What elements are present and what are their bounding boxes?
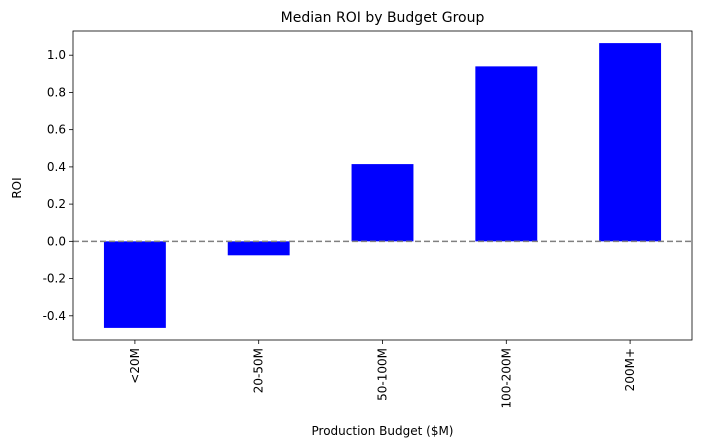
- x-tick-label: 100-200M: [499, 348, 513, 409]
- y-tick-label: 0.2: [47, 197, 66, 211]
- x-tick-label: 20-50M: [252, 348, 266, 393]
- y-tick-label: -0.4: [43, 309, 66, 323]
- x-axis-label: Production Budget ($M): [312, 424, 454, 438]
- x-tick-label: 50-100M: [376, 348, 390, 401]
- bar: [475, 66, 538, 242]
- bar: [227, 241, 290, 256]
- x-tick-label: <20M: [128, 348, 142, 384]
- x-tick-label: 200M+: [623, 348, 637, 391]
- y-tick-label: -0.2: [43, 272, 66, 286]
- bar: [599, 43, 662, 242]
- bar: [103, 241, 166, 328]
- plot-area: -0.4 -0.2 0.0 0.2 0.4 0.6 0.8 1.0 <20M 20-50M 50-1…: [43, 30, 693, 409]
- chart-title: Median ROI by Budget Group: [281, 10, 485, 26]
- bar: [351, 164, 414, 242]
- y-tick-label: 0.6: [47, 123, 66, 137]
- y-tick-label: 0.4: [47, 160, 66, 174]
- y-axis-label: ROI: [10, 177, 24, 198]
- y-tick-label: 0.0: [47, 234, 66, 248]
- y-tick-label: 0.8: [47, 85, 66, 99]
- y-tick-label: 1.0: [47, 48, 66, 62]
